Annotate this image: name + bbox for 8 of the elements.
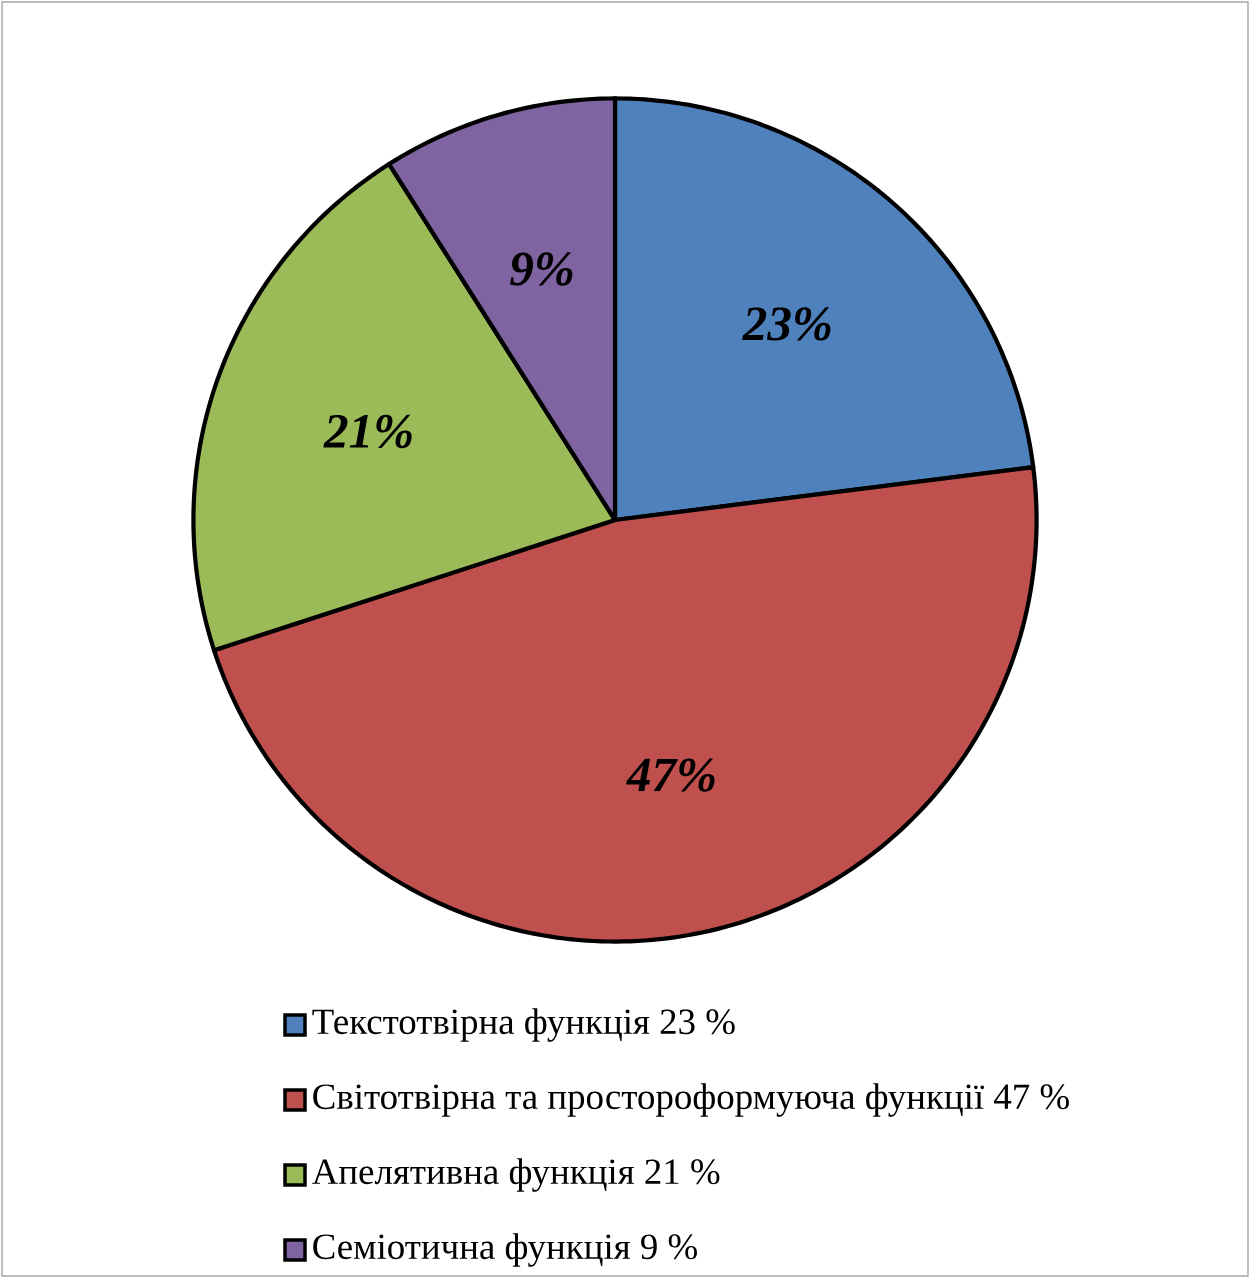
legend-label: Апелятивна функція 21 % <box>312 1158 720 1192</box>
legend-label: Семіотична функція 9 % <box>313 1233 697 1267</box>
data-label: 21% <box>323 414 412 449</box>
legend-label: Текстотвірна функція 23 % <box>312 1008 735 1042</box>
data-label: 23% <box>742 307 831 341</box>
data-label: 9% <box>509 252 573 286</box>
data-label: 47% <box>626 758 715 792</box>
legend-label: Світотвірна та простороформуюча функції 47 % <box>313 1083 1069 1117</box>
